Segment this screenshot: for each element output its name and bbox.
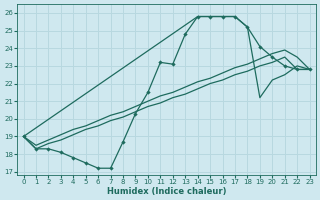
X-axis label: Humidex (Indice chaleur): Humidex (Indice chaleur) — [107, 187, 226, 196]
